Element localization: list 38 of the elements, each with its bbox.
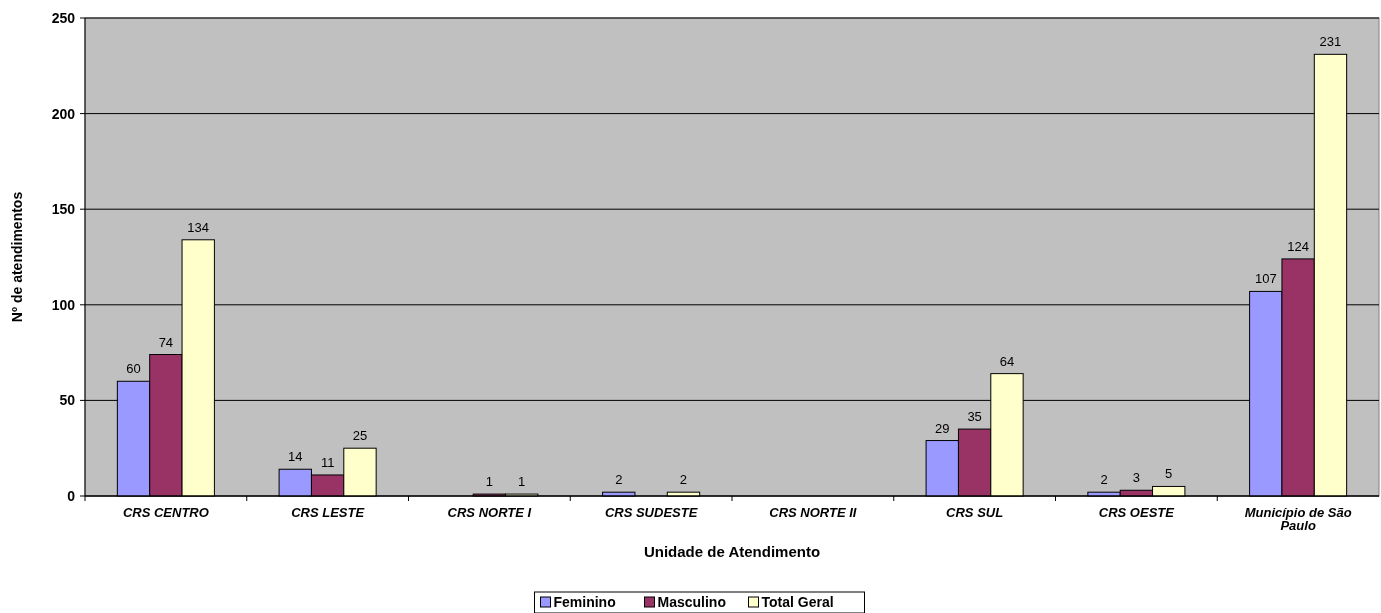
data-label: 14: [288, 449, 303, 465]
data-label: 2: [615, 472, 623, 488]
data-label: 2: [1100, 472, 1108, 488]
data-label: 107: [1254, 271, 1277, 287]
y-tick-label: 50: [59, 392, 76, 409]
y-tick-label: 150: [51, 201, 76, 218]
data-label: 60: [126, 361, 141, 377]
data-label: 5: [1165, 466, 1173, 482]
data-label: 231: [1319, 34, 1342, 50]
x-tick-label: Município de São Paulo: [1244, 505, 1352, 533]
data-label: 25: [352, 428, 368, 444]
y-tick-label: 200: [51, 105, 76, 122]
data-label: 3: [1132, 470, 1140, 486]
y-axis-title: Nº de atendimentos: [9, 191, 25, 323]
y-tick-label: 250: [51, 9, 76, 26]
data-label: 134: [187, 219, 210, 235]
x-tick-label: CRS NORTE II: [769, 505, 857, 520]
x-tick-label: CRS LESTE: [291, 505, 365, 520]
x-tick-label: CRS SUL: [946, 505, 1004, 520]
legend-label: Total Geral: [761, 593, 834, 610]
data-label: 124: [1287, 238, 1309, 254]
data-label: 2: [679, 472, 688, 488]
x-tick-label: CRS NORTE I: [447, 505, 532, 520]
data-label: 29: [935, 420, 950, 436]
data-label: 64: [999, 353, 1015, 369]
x-axis-title: Unidade de Atendimento: [643, 543, 821, 560]
legend-label: Masculino: [657, 593, 726, 610]
y-tick-label: 0: [67, 487, 76, 504]
x-tick-label: CRS CENTRO: [122, 505, 209, 520]
data-label: 11: [320, 454, 335, 470]
data-label: 1: [485, 474, 493, 490]
data-label: 35: [967, 409, 982, 425]
y-tick-label: 100: [51, 296, 76, 313]
legend-label: Feminino: [553, 593, 616, 610]
x-tick-label: CRS SUDESTE: [604, 505, 698, 520]
data-label: 74: [158, 334, 174, 350]
data-label: 1: [518, 474, 526, 490]
x-tick-label: CRS OESTE: [1098, 505, 1175, 520]
